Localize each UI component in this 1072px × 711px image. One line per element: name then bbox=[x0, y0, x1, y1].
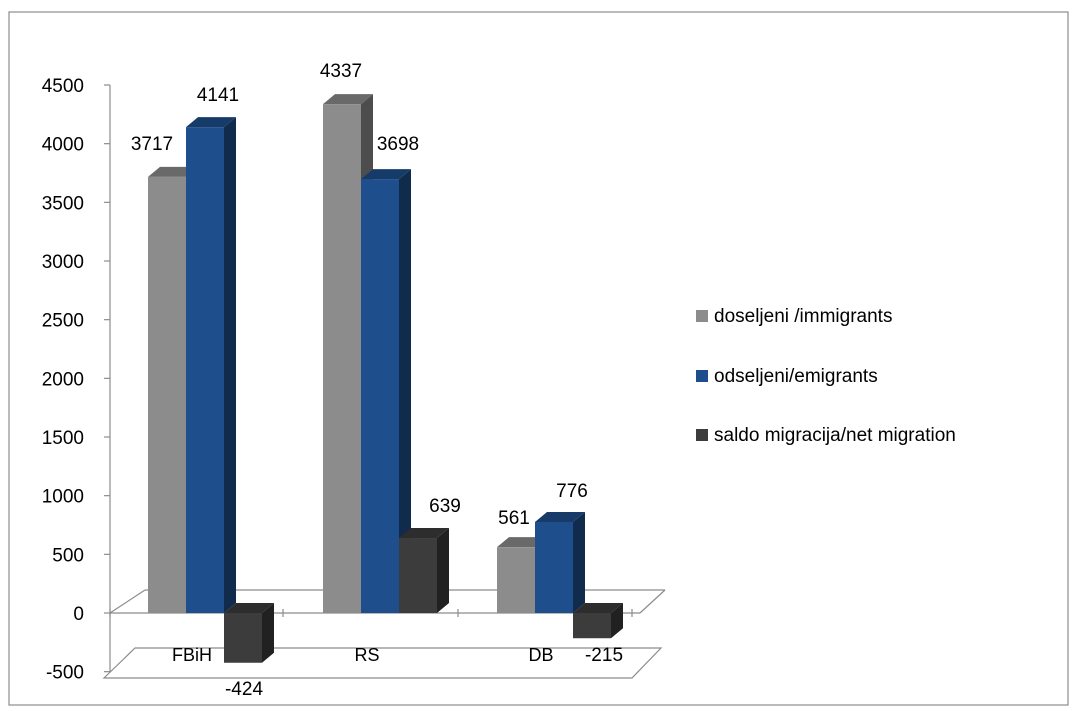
y-tick-label: 4000 bbox=[42, 135, 84, 156]
bar-front-face bbox=[497, 547, 535, 613]
bar-side-face bbox=[224, 117, 236, 613]
category-label: RS bbox=[354, 645, 379, 665]
floor-side-edge bbox=[639, 589, 666, 614]
data-label: 4141 bbox=[197, 85, 239, 106]
bar-side-face bbox=[611, 603, 623, 639]
bar-db-3 bbox=[573, 603, 623, 639]
y-tick-label: 500 bbox=[52, 545, 84, 566]
bar-top-face bbox=[573, 603, 623, 613]
y-tick-label: 1500 bbox=[42, 428, 84, 449]
legend-label: doseljeni /immigrants bbox=[714, 306, 892, 327]
legend-label: saldo migracija/net migration bbox=[714, 425, 956, 446]
bar-side-face bbox=[437, 528, 449, 613]
y-tick-label: 4500 bbox=[42, 76, 84, 97]
legend-swatch bbox=[696, 370, 708, 382]
bar-top-face bbox=[323, 94, 373, 105]
bar-fbih-3 bbox=[224, 603, 274, 663]
bar-top-face bbox=[497, 537, 547, 548]
bar-front-face bbox=[361, 179, 399, 614]
bar-top-face bbox=[399, 528, 449, 539]
data-label: -215 bbox=[585, 645, 623, 666]
y-tick-label: -500 bbox=[46, 663, 84, 684]
data-label: 639 bbox=[429, 496, 461, 517]
bar-side-face bbox=[573, 511, 585, 613]
base-plane bbox=[102, 647, 663, 679]
data-label: 3717 bbox=[131, 134, 173, 155]
bar-db-2 bbox=[535, 511, 585, 613]
bar-front-face bbox=[186, 127, 224, 613]
legend-item: odseljeni/emigrants bbox=[696, 366, 878, 387]
legend-item: saldo migracija/net migration bbox=[696, 425, 956, 446]
floor-left-edge bbox=[109, 589, 146, 614]
bar-front-face bbox=[399, 538, 437, 613]
y-tick-label: 2500 bbox=[42, 311, 84, 332]
data-label: -424 bbox=[225, 679, 263, 700]
legend-item: doseljeni /immigrants bbox=[696, 306, 892, 327]
bar-front-face bbox=[573, 613, 611, 639]
legend-label: odseljeni/emigrants bbox=[714, 366, 878, 387]
data-label: 3698 bbox=[377, 134, 419, 155]
data-label: 4337 bbox=[320, 61, 362, 82]
legend-swatch bbox=[696, 310, 708, 322]
bar-top-face bbox=[224, 603, 274, 613]
bar-top-face bbox=[186, 117, 236, 128]
bar-rs-2 bbox=[361, 169, 411, 614]
y-tick-label: 3000 bbox=[42, 252, 84, 273]
y-tick-label: 3500 bbox=[42, 193, 84, 214]
bar-front-face bbox=[323, 104, 361, 613]
bar-top-face bbox=[361, 169, 411, 180]
category-label: DB bbox=[528, 645, 553, 665]
bar-side-face bbox=[399, 169, 411, 614]
bar-fbih-2 bbox=[186, 117, 236, 613]
category-label: FBiH bbox=[172, 645, 212, 665]
y-tick-label: 1000 bbox=[42, 487, 84, 508]
bar-rs-3 bbox=[399, 528, 449, 613]
bar-top-face bbox=[148, 166, 198, 177]
data-label: 776 bbox=[556, 481, 588, 502]
bar-front-face bbox=[148, 176, 186, 613]
y-tick-label: 0 bbox=[73, 604, 84, 625]
legend-swatch bbox=[696, 429, 708, 441]
y-tick-label: 2000 bbox=[42, 369, 84, 390]
bar-side-face bbox=[262, 603, 274, 663]
bar-front-face bbox=[535, 521, 573, 613]
data-label: 561 bbox=[498, 508, 530, 529]
bar-top-face bbox=[535, 511, 585, 522]
bar-front-face bbox=[224, 613, 262, 663]
